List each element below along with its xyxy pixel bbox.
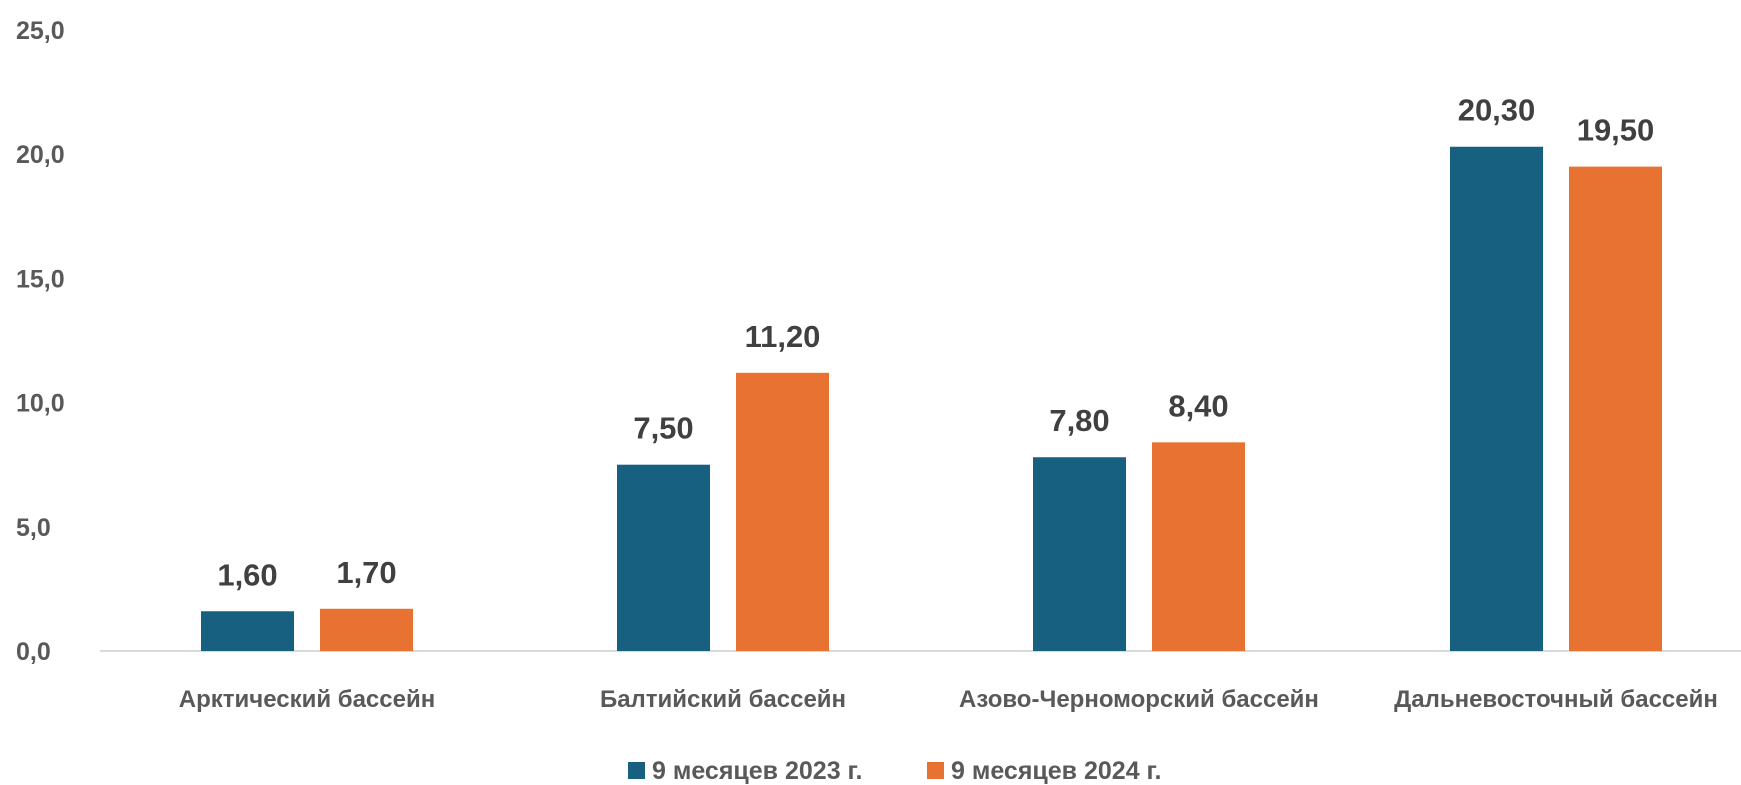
category-label: Азово-Черноморский бассейн (959, 686, 1319, 713)
data-label: 11,20 (745, 319, 821, 354)
bar-series-2-3 (1152, 442, 1245, 651)
data-labels-group: 1,60 1,70 7,50 11,20 7,80 8,40 20,30 19,50 (217, 93, 1654, 593)
legend-label: 9 месяцев 2024 г. (951, 757, 1161, 785)
category-label: Балтийский бассейн (600, 686, 846, 713)
legend-swatch (628, 762, 645, 779)
data-label: 7,80 (1049, 403, 1109, 438)
category-label: Дальневосточный бассейн (1394, 686, 1718, 713)
data-label: 20,30 (1458, 93, 1536, 128)
y-axis-ticks: 0,0 5,0 10,0 15,0 20,0 25,0 (16, 17, 65, 666)
data-label: 1,70 (336, 555, 396, 590)
data-label: 19,50 (1577, 113, 1655, 148)
y-tick-label: 0,0 (16, 638, 51, 666)
category-label: Арктический бассейн (179, 686, 435, 713)
y-tick-label: 5,0 (16, 514, 51, 542)
bar-series-2-2 (736, 372, 829, 651)
data-label: 1,60 (217, 557, 277, 592)
bars-group (201, 146, 1662, 652)
legend: 9 месяцев 2023 г. 9 месяцев 2024 г. (628, 757, 1161, 785)
legend-swatch (927, 762, 944, 779)
y-tick-label: 15,0 (16, 265, 65, 293)
legend-label: 9 месяцев 2023 г. (652, 757, 862, 785)
y-tick-label: 20,0 (16, 141, 65, 169)
y-tick-label: 10,0 (16, 390, 65, 418)
bar-series-2-1 (320, 608, 413, 651)
category-labels-group: Арктический бассейн Балтийский бассейн Азо… (179, 686, 1718, 713)
bar-series-1-1 (201, 611, 294, 651)
y-tick-label: 25,0 (16, 17, 65, 45)
bar-series-1-4 (1450, 146, 1543, 652)
bar-series-1-3 (1033, 457, 1126, 651)
bar-series-2-4 (1569, 166, 1662, 651)
data-label: 7,50 (633, 411, 693, 446)
data-label: 8,40 (1168, 388, 1228, 423)
bar-series-1-2 (617, 464, 710, 651)
